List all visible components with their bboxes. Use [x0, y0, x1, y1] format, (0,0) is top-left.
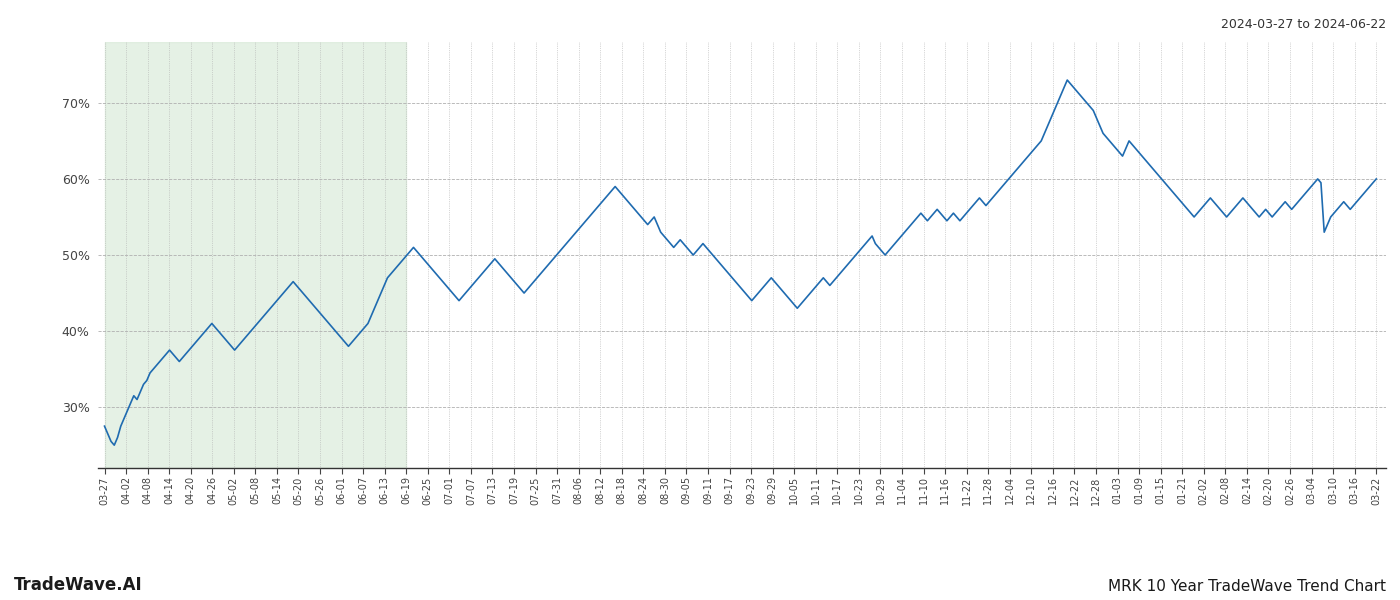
Text: 2024-03-27 to 2024-06-22: 2024-03-27 to 2024-06-22: [1221, 18, 1386, 31]
Text: TradeWave.AI: TradeWave.AI: [14, 576, 143, 594]
Text: MRK 10 Year TradeWave Trend Chart: MRK 10 Year TradeWave Trend Chart: [1107, 579, 1386, 594]
Bar: [105, 42, 406, 468]
